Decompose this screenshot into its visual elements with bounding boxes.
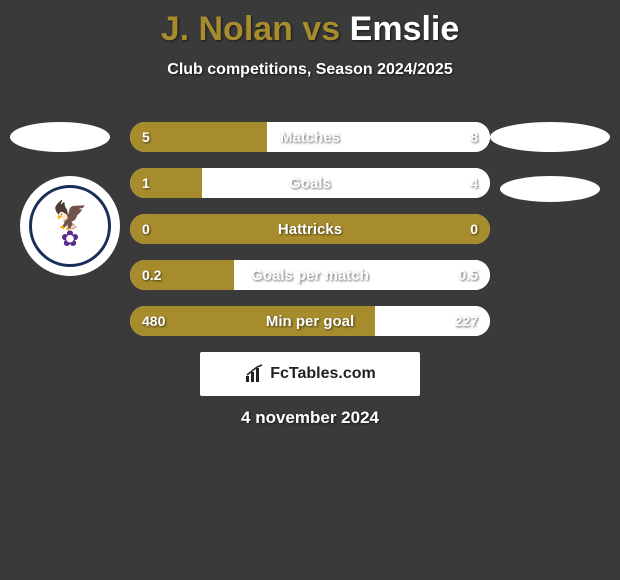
page-title: J. Nolan vs Emslie <box>0 0 620 49</box>
stat-row: 14Goals <box>130 168 490 198</box>
stat-row: 480227Min per goal <box>130 306 490 336</box>
bar-label: Matches <box>130 122 490 152</box>
bar-label: Hattricks <box>130 214 490 244</box>
stat-bars: 58Matches 14Goals 00Hattricks 0.20.5Goals p… <box>130 122 490 352</box>
stat-row: 00Hattricks <box>130 214 490 244</box>
bar-label: Goals <box>130 168 490 198</box>
vs-text: vs <box>293 10 350 48</box>
attribution-text: FcTables.com <box>270 365 376 383</box>
subtitle: Club competitions, Season 2024/2025 <box>0 61 620 79</box>
chart-icon <box>244 364 264 384</box>
right-team-placeholder-2 <box>500 176 600 202</box>
club-crest: 🦅 ✿ <box>20 176 120 276</box>
right-team-placeholder <box>490 122 610 152</box>
stat-row: 58Matches <box>130 122 490 152</box>
crest-inner: 🦅 ✿ <box>29 185 111 267</box>
date-text: 4 november 2024 <box>0 408 620 428</box>
bar-label: Goals per match <box>130 260 490 290</box>
player2-name: Emslie <box>350 10 460 48</box>
stat-row: 0.20.5Goals per match <box>130 260 490 290</box>
left-team-placeholder <box>10 122 110 152</box>
attribution-badge: FcTables.com <box>200 352 420 396</box>
player1-name: J. Nolan <box>161 10 293 48</box>
thistle-icon: ✿ <box>61 228 79 250</box>
bar-label: Min per goal <box>130 306 490 336</box>
